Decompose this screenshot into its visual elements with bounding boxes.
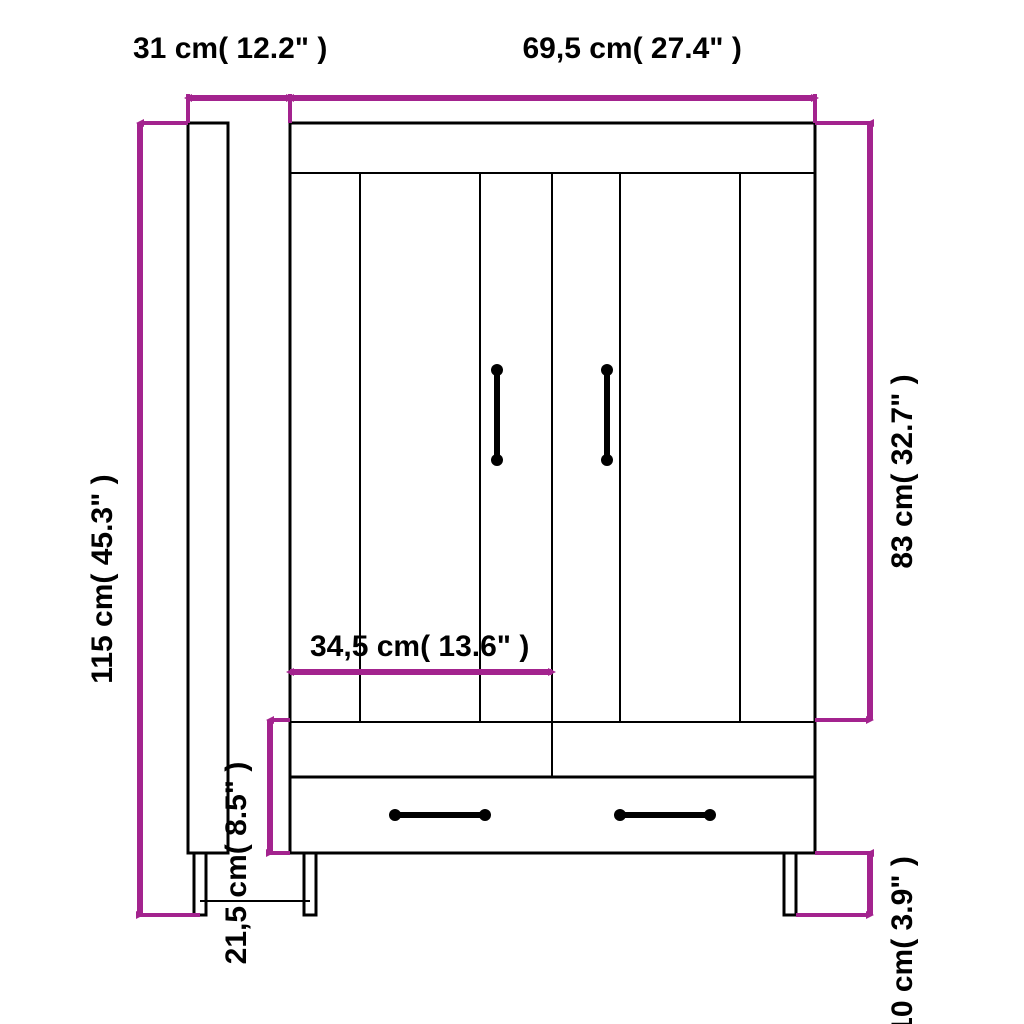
drawer-handle-right-cap <box>614 809 626 821</box>
door-handle-left-cap <box>491 454 503 466</box>
dim-drawer-height-label: 21,5 cm( 8.5" ) <box>220 762 253 965</box>
door-handle-right-cap <box>601 454 613 466</box>
dim-door-height-label: 83 cm( 32.7" ) <box>886 374 919 568</box>
side-panel <box>188 123 228 853</box>
leg-1 <box>304 853 316 915</box>
leg-2 <box>784 853 796 915</box>
dim-leg-height-label: 10 cm( 3.9" ) <box>886 856 919 1024</box>
dim-door-width-label: 34,5 cm( 13.6" ) <box>310 630 529 663</box>
dim-depth-label: 31 cm( 12.2" ) <box>133 32 327 65</box>
dim-total-height-label: 115 cm( 45.3" ) <box>86 474 119 683</box>
door-handle-left-cap <box>491 364 503 376</box>
drawer-front <box>290 777 815 853</box>
drawer-handle-left-cap <box>389 809 401 821</box>
dim-width-label: 69,5 cm( 27.4" ) <box>523 32 742 65</box>
leg-0 <box>194 853 206 915</box>
drawer-handle-right-cap <box>704 809 716 821</box>
door-handle-right-cap <box>601 364 613 376</box>
drawer-handle-left-cap <box>479 809 491 821</box>
